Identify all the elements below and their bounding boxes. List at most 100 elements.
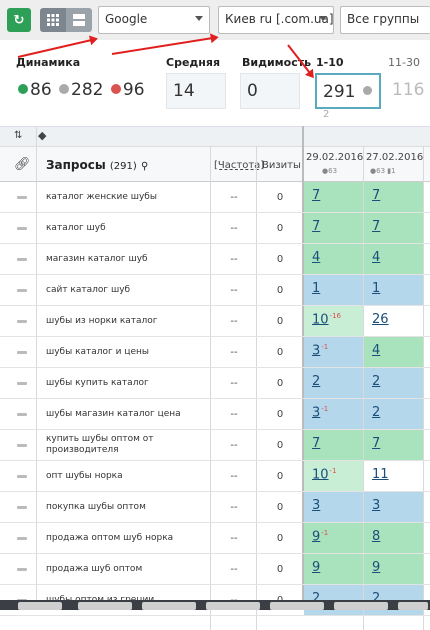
position-date1[interactable]: 3 <box>304 492 363 522</box>
position-date1[interactable]: 9-1 <box>304 523 363 553</box>
position-date1[interactable]: 3-1 <box>304 337 363 367</box>
position-date2[interactable]: 2 <box>364 368 423 398</box>
position-date1[interactable]: 7 <box>304 182 363 212</box>
position-date2[interactable]: 2 <box>364 399 423 429</box>
table-row: продажа шуб оптом -- 0 9 9 <box>0 554 430 585</box>
group-value: Все группы <box>347 12 420 26</box>
position-change: -16 <box>329 312 341 320</box>
position-date1[interactable]: 7 <box>304 430 363 460</box>
query-text[interactable]: опт шубы норка <box>46 470 123 481</box>
position-date2[interactable]: 3 <box>364 492 423 522</box>
position-date2[interactable]: 8 <box>364 523 423 553</box>
visits-value: 0 <box>276 501 284 513</box>
position-date1[interactable]: 1 <box>304 275 363 305</box>
refresh-button[interactable]: ↻ <box>7 8 31 32</box>
drag-handle-icon[interactable] <box>17 537 27 540</box>
query-text[interactable]: продажа оптом шуб норка <box>46 532 174 543</box>
frequency-value: -- <box>230 222 238 234</box>
drag-handle-icon[interactable] <box>17 289 27 292</box>
sort-icon[interactable]: ⇅ <box>14 130 23 141</box>
date1-header[interactable]: 29.02.2016 <box>306 152 364 163</box>
annotation-arrow <box>17 38 97 58</box>
table-row: сайт каталог шуб -- 0 1 1 <box>0 275 430 306</box>
date1-badge: ●63 <box>322 167 338 175</box>
position-date2[interactable]: 7 <box>364 182 423 212</box>
query-text[interactable]: купить шубы оптом от производителя <box>46 434 154 455</box>
column-divider <box>36 126 37 610</box>
query-text[interactable]: магазин каталог шуб <box>46 253 148 264</box>
grid-icon <box>47 14 59 26</box>
list-view-button[interactable] <box>66 8 92 32</box>
query-text[interactable]: шубы из норки каталог <box>46 315 158 326</box>
position-date2[interactable]: 4 <box>364 337 423 367</box>
query-text[interactable]: сайт каталог шуб <box>46 284 131 295</box>
position-date2[interactable]: 1 <box>364 275 423 305</box>
position-date1[interactable]: 3-1 <box>304 399 363 429</box>
visits-value: 0 <box>276 439 284 451</box>
top10-box[interactable]: 291 2 <box>315 73 381 120</box>
frequency-value: -- <box>230 501 238 513</box>
drag-handle-icon[interactable] <box>17 506 27 509</box>
query-text[interactable]: покупка шубы оптом <box>46 501 146 512</box>
position-date2[interactable]: 9 <box>364 554 423 584</box>
position-date1[interactable]: 2 <box>304 368 363 398</box>
drag-handle-icon[interactable] <box>17 475 27 478</box>
table-row: шубы магазин каталог цена -- 0 3-1 2 <box>0 399 430 430</box>
position-change: -1 <box>321 405 329 413</box>
frequency-value: -- <box>230 191 238 203</box>
position-date2[interactable]: 4 <box>364 244 423 274</box>
queries-header[interactable]: Запросы (291) ⚲ <box>46 158 149 172</box>
position-change: -1 <box>321 529 329 537</box>
position-date2[interactable]: 11 <box>364 461 423 491</box>
position-date1[interactable]: 9 <box>304 554 363 584</box>
position-change: -1 <box>321 343 329 351</box>
drag-handle-icon[interactable] <box>17 227 27 230</box>
position-date1[interactable]: 4 <box>304 244 363 274</box>
drag-handle-icon[interactable] <box>17 351 27 354</box>
query-text[interactable]: каталог женские шубы <box>46 191 157 202</box>
position-date1[interactable]: 10-16 <box>304 306 363 336</box>
date2-header[interactable]: 27.02.2016 <box>366 152 424 163</box>
position-date1[interactable]: 10-1 <box>304 461 363 491</box>
query-text[interactable]: каталог шуб <box>46 222 106 233</box>
position-date1[interactable]: 7 <box>304 213 363 243</box>
visits-value: 0 <box>276 346 284 358</box>
top30-box[interactable]: 116 <box>386 73 430 109</box>
grid-view-button[interactable] <box>40 8 66 32</box>
date2-badge: ●63 ▮1 <box>370 167 396 175</box>
drag-handle-icon[interactable] <box>17 413 27 416</box>
average-box: 14 <box>166 73 226 109</box>
table-header: 🔗︎ Запросы (291) ⚲ [Частота] Визиты 29.0… <box>0 146 430 182</box>
tag-icon[interactable]: ◆ <box>38 129 47 142</box>
group-select[interactable]: Все группы <box>340 6 430 34</box>
query-text[interactable]: продажа шуб оптом <box>46 563 143 574</box>
region-select[interactable]: Киев ru [.com.ua] <box>218 6 334 34</box>
chevron-down-icon <box>319 16 327 21</box>
visibility-value: 0 <box>247 81 258 101</box>
table-row: купить шубы оптом от производителя -- 0 7 7 <box>0 430 430 461</box>
visits-header[interactable]: Визиты <box>262 160 301 171</box>
position-date2[interactable]: 7 <box>364 213 423 243</box>
visibility-label: Видимость <box>242 56 312 69</box>
top30-label: 11-30 <box>388 56 420 69</box>
link-icon[interactable]: 🔗︎ <box>14 157 31 172</box>
drag-handle-icon[interactable] <box>17 444 27 447</box>
toolbar: ↻ Google Киев ru [.com.ua] Все группы <box>0 0 430 40</box>
frequency-header[interactable]: [Частота] <box>214 160 265 171</box>
drag-handle-icon[interactable] <box>17 568 27 571</box>
drag-handle-icon[interactable] <box>17 196 27 199</box>
query-text[interactable]: шубы купить каталог <box>46 377 149 388</box>
visits-value: 0 <box>276 532 284 544</box>
table-row: магазин каталог шуб -- 0 4 4 <box>0 244 430 275</box>
position-date2[interactable]: 7 <box>364 430 423 460</box>
query-text[interactable]: шубы оптом из греции <box>46 585 206 615</box>
position-date2[interactable]: 26 <box>364 306 423 336</box>
drag-handle-icon[interactable] <box>17 320 27 323</box>
drag-handle-icon[interactable] <box>17 382 27 385</box>
drag-handle-icon[interactable] <box>17 258 27 261</box>
query-text[interactable]: шубы магазин каталог цена <box>46 408 181 419</box>
arrow-down-icon <box>110 83 121 94</box>
query-text[interactable]: шубы каталог и цены <box>46 346 149 357</box>
search-icon: ⚲ <box>140 161 149 172</box>
search-engine-select[interactable]: Google <box>98 6 210 34</box>
